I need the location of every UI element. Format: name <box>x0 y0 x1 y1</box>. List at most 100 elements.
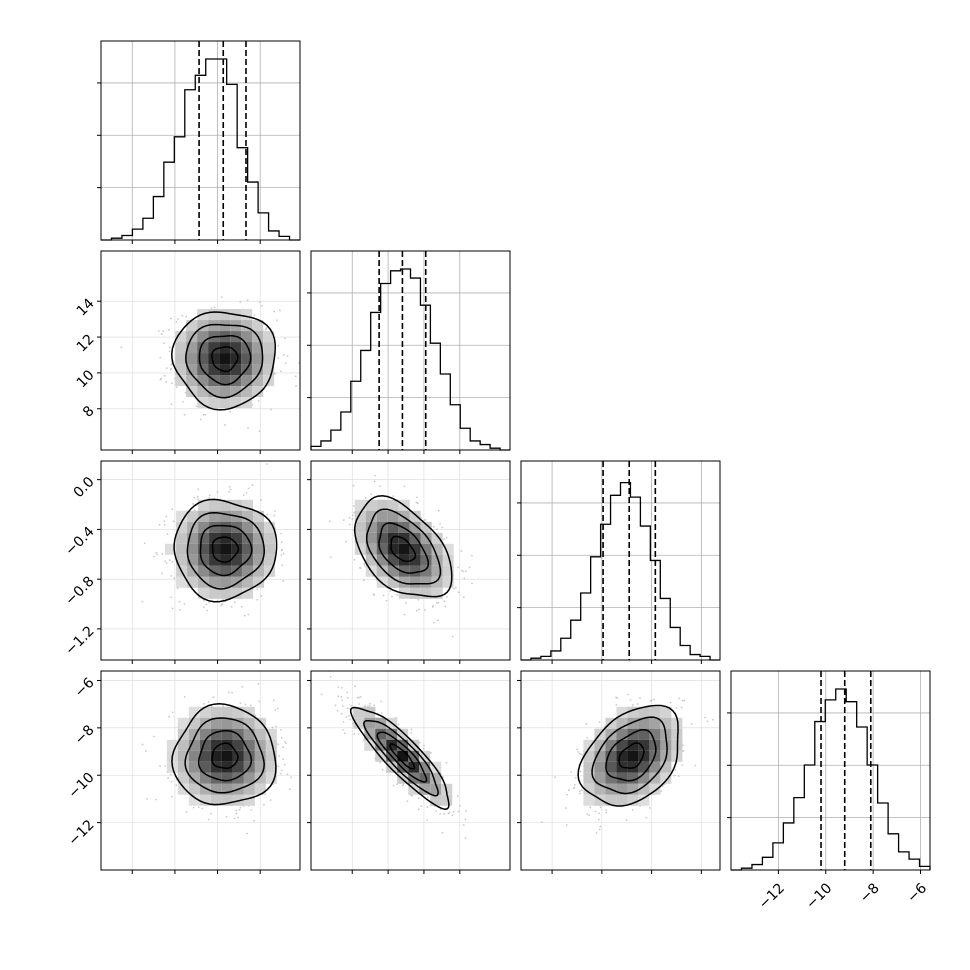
axes-frame <box>100 670 301 871</box>
sample-point <box>441 831 444 834</box>
sample-point <box>210 705 213 708</box>
y-tick-label: −8 <box>72 722 98 748</box>
sample-point <box>170 364 173 366</box>
sample-point <box>163 374 166 377</box>
density-cell <box>265 761 277 773</box>
density-cell <box>386 761 398 773</box>
sample-point <box>452 810 455 813</box>
density-cell <box>241 309 253 321</box>
density-cell <box>175 331 187 343</box>
density-cell <box>354 521 366 533</box>
density-cell <box>616 728 628 740</box>
density-cell <box>186 353 198 365</box>
axes-frame <box>100 40 301 241</box>
sample-point <box>166 533 169 536</box>
sample-point <box>161 552 164 555</box>
sample-point <box>164 765 166 767</box>
sample-point <box>391 595 393 598</box>
sample-point <box>206 609 208 612</box>
density-cell <box>387 499 399 511</box>
density-cell <box>431 554 443 566</box>
sample-point <box>183 603 186 605</box>
density-cell <box>188 794 200 806</box>
sample-point <box>579 770 582 773</box>
sample-point <box>254 714 257 717</box>
density-cell <box>583 794 595 806</box>
sample-point <box>239 301 242 304</box>
sample-point <box>348 516 351 519</box>
sample-point <box>418 741 421 744</box>
sample-point <box>203 599 205 602</box>
sample-point <box>447 812 450 815</box>
density-cell <box>197 342 209 354</box>
density-cell <box>175 375 187 387</box>
density-cell <box>264 554 276 566</box>
sample-point <box>570 771 572 773</box>
density-cell <box>431 576 443 588</box>
density-cell <box>375 739 387 751</box>
sample-point <box>396 594 399 596</box>
sample-point <box>462 824 465 826</box>
sample-point <box>239 702 242 705</box>
sample-point <box>389 590 392 592</box>
x-tick-label: −10 <box>803 880 835 912</box>
sample-point <box>364 704 367 707</box>
sample-point <box>342 720 345 723</box>
sample-point <box>432 621 435 624</box>
sample-point <box>143 542 146 545</box>
density-cell <box>242 543 254 555</box>
sample-point <box>403 485 406 488</box>
density-cell <box>231 543 243 555</box>
density-cell <box>197 397 209 409</box>
sample-point <box>423 519 426 522</box>
density-cell <box>199 706 211 718</box>
sample-point <box>456 795 459 798</box>
density-cell <box>252 375 264 387</box>
density-cell <box>220 576 232 588</box>
density-cell <box>627 717 639 729</box>
sample-point <box>565 824 568 826</box>
contour-line <box>605 729 657 782</box>
density-cell <box>365 532 377 544</box>
density-cell <box>365 499 377 511</box>
sample-point <box>342 519 345 521</box>
density-cell <box>230 353 242 365</box>
density-cell <box>430 772 442 784</box>
sample-point <box>418 608 420 611</box>
contour-line <box>198 335 252 386</box>
sample-point <box>599 825 602 828</box>
density-cell <box>221 706 233 718</box>
density-cell <box>232 772 244 784</box>
sample-point <box>615 704 618 706</box>
density-cell <box>265 739 277 751</box>
density-cell <box>376 554 388 566</box>
sample-point <box>444 605 447 608</box>
sample-point <box>167 777 169 779</box>
sample-point <box>468 566 471 569</box>
density-cell <box>219 375 231 387</box>
sample-point <box>207 701 210 703</box>
density-cell <box>638 783 650 795</box>
density-cell <box>253 532 265 544</box>
density-cell <box>398 543 410 555</box>
sample-point <box>282 746 284 749</box>
contour-line <box>197 730 253 782</box>
density-cell <box>265 750 277 762</box>
density-cell <box>177 739 189 751</box>
sample-point <box>241 685 244 688</box>
sample-point <box>193 496 196 499</box>
sample-point <box>372 593 375 596</box>
sample-point <box>282 758 284 761</box>
sample-point <box>172 520 175 523</box>
sample-point <box>170 317 172 320</box>
density-cell <box>241 320 253 332</box>
sample-point <box>266 513 269 516</box>
axes-frame <box>310 250 511 451</box>
density-cell <box>638 717 650 729</box>
sample-point <box>170 367 173 370</box>
density-cell <box>638 750 650 762</box>
density-cell <box>231 587 243 599</box>
sample-point <box>379 700 382 703</box>
density-cell <box>221 717 233 729</box>
sample-point <box>228 691 230 694</box>
